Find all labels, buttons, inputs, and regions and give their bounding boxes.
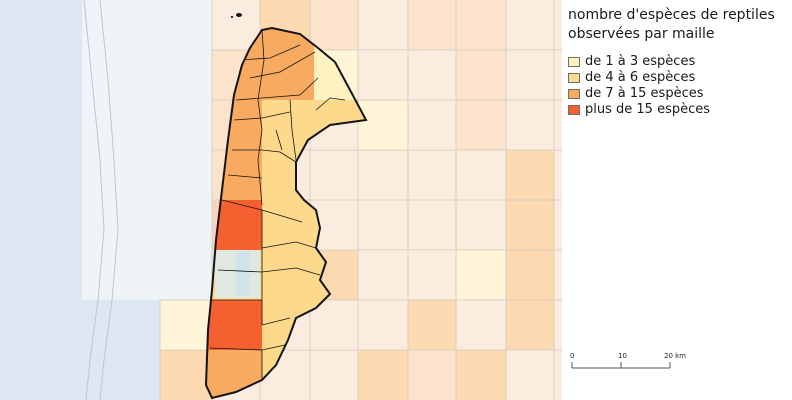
grid-cell (212, 0, 260, 50)
grid-cell (506, 200, 554, 250)
peninsula-outline (204, 26, 368, 400)
scale-label-20: 20 km (664, 352, 686, 360)
grid-cell (506, 0, 554, 50)
legend-label: plus de 15 espèces (585, 102, 711, 117)
islet (230, 13, 242, 18)
grid-cell (506, 150, 554, 200)
legend-swatch (568, 56, 580, 67)
scale-label-10: 10 (618, 352, 627, 360)
grid-cell (456, 100, 506, 150)
legend-item-7-15: de 7 à 15 espèces (568, 86, 788, 101)
grid-cell (456, 350, 506, 400)
scale-label-0: 0 (570, 352, 574, 360)
grid-cell (456, 0, 506, 50)
legend-label: de 4 à 6 espèces (585, 70, 696, 85)
legend-title: nombre d'espèces de reptiles observées p… (568, 7, 775, 42)
grid-cell (160, 300, 212, 350)
grid-cell (408, 0, 456, 50)
coastal-strip (82, 0, 212, 300)
grid-cell (310, 150, 358, 200)
scale-line (571, 362, 671, 369)
species-map (0, 0, 562, 400)
legend-swatch (568, 72, 580, 83)
grid-cell (506, 300, 554, 350)
grid-cell (160, 350, 212, 400)
grid-cell (506, 250, 554, 300)
legend-label: de 7 à 15 espèces (585, 86, 704, 101)
legend-swatch (568, 104, 580, 115)
grid-cell (408, 50, 456, 100)
grid-cell (408, 350, 456, 400)
grid-cell (506, 350, 554, 400)
legend-item-4-6: de 4 à 6 espèces (568, 70, 788, 85)
legend-swatch (568, 88, 580, 99)
grid-cell (456, 250, 506, 300)
grid-cell (358, 0, 408, 50)
grid-cell (358, 100, 408, 150)
legend: nombre d'espèces de reptiles observées p… (568, 6, 788, 118)
grid-cell (358, 350, 408, 400)
coastline-trace (83, 0, 119, 400)
legend-item-15-plus: plus de 15 espèces (568, 102, 788, 117)
legend-label: de 1 à 3 espèces (585, 54, 696, 69)
grid-cell (408, 300, 456, 350)
legend-item-1-3: de 1 à 3 espèces (568, 54, 788, 69)
grid-cell (310, 0, 358, 50)
grid-cell (408, 100, 456, 150)
grid-cell (456, 50, 506, 100)
scale-bar: 0 10 20 km (570, 352, 686, 369)
